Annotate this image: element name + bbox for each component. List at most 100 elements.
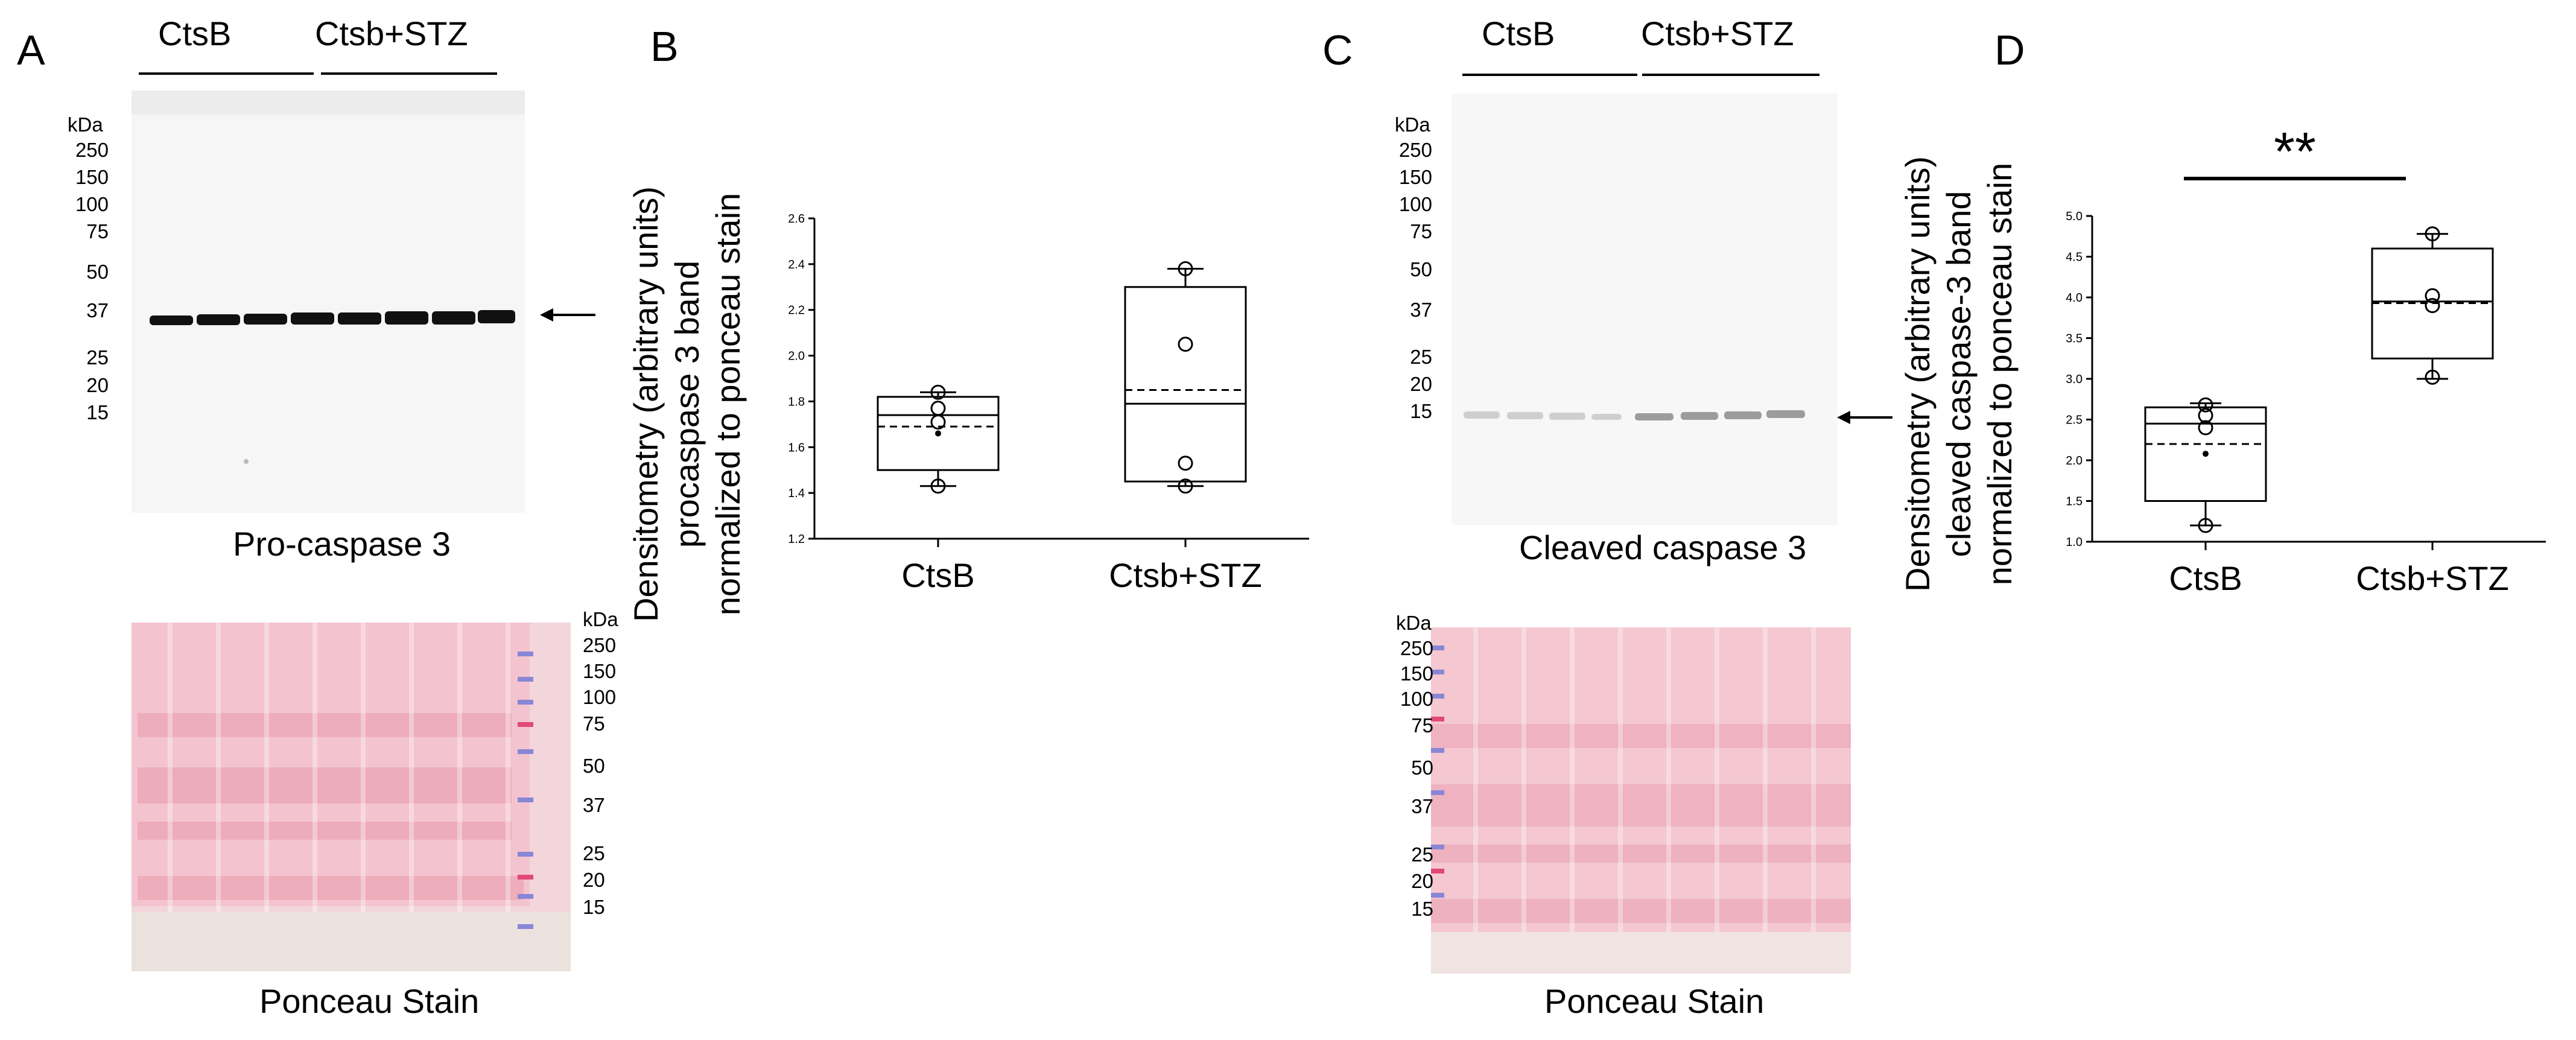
boxplot-procaspase3: Densitometry (arbitrary units) procaspas…	[627, 186, 1309, 622]
ponceau-marker-25: 25	[1411, 843, 1433, 866]
group-label-ctsb-stz: Ctsb+STZ	[315, 14, 468, 52]
data-point	[2425, 288, 2440, 303]
western-caption: Cleaved caspase 3	[1519, 528, 1807, 566]
marker-100: 100	[1398, 193, 1432, 215]
ponceau-marker-50: 50	[1411, 756, 1433, 779]
group-line-ctsb	[1462, 74, 1637, 76]
ponceau-marker-150: 150	[583, 660, 617, 682]
group-line-ctsb-stz	[1642, 74, 1819, 76]
marker-150: 150	[75, 166, 109, 188]
y-tick-label: 2.2	[788, 304, 805, 317]
x-tick-label: Ctsb+STZ	[2356, 559, 2509, 597]
marker-37: 37	[86, 299, 109, 322]
plot-area: 1.2 1.4 1.6 1.8 2.0 2.2 2.4 2.6 CtsB Ctsb+STZ	[788, 212, 1309, 594]
western-bands	[132, 90, 525, 513]
ponceau-membrane	[1431, 627, 1851, 974]
marker-75: 75	[86, 220, 109, 243]
y-tick-label: 3.5	[2066, 332, 2083, 346]
western-blot-image	[1451, 94, 1838, 525]
box-iqr	[1124, 286, 1247, 483]
ponceau-stain-image	[1431, 627, 1851, 974]
y-tick-label: 1.5	[2066, 495, 2083, 509]
panel-letter-d: D	[1994, 27, 2025, 74]
data-point	[1178, 455, 1193, 471]
y-axis-title-line-1: Densitometry (arbitrary units)	[1899, 156, 1937, 592]
y-axis-title-line-1: Densitometry (arbitrary units)	[627, 186, 665, 622]
data-point	[2198, 397, 2213, 413]
y-tick-label: 2.6	[788, 212, 805, 226]
x-tick-label: CtsB	[2169, 559, 2242, 597]
y-tick-label: 1.8	[788, 395, 805, 408]
marker-50: 50	[1410, 258, 1432, 281]
ponceau-marker-50: 50	[583, 755, 605, 777]
y-tick-label: 2.5	[2066, 414, 2083, 427]
ponceau-caption: Ponceau Stain	[1544, 982, 1765, 1020]
ponceau-marker-250: 250	[583, 634, 617, 656]
x-tick-label: Ctsb+STZ	[1109, 556, 1262, 594]
data-point	[1178, 261, 1193, 276]
y-tick-label: 2.0	[2066, 454, 2083, 468]
data-point	[1178, 478, 1193, 494]
marker-75: 75	[1410, 220, 1432, 243]
box-iqr	[2144, 406, 2267, 502]
marker-250: 250	[1398, 139, 1432, 161]
ponceau-kda-unit: kDa	[1396, 612, 1432, 634]
ponceau-marker-75: 75	[583, 712, 605, 735]
group-label-ctsb-stz: Ctsb+STZ	[1641, 14, 1794, 52]
data-point	[1178, 337, 1193, 352]
ponceau-marker-15: 15	[1411, 898, 1433, 920]
marker-15: 15	[1410, 400, 1432, 422]
ponceau-marker-15: 15	[583, 896, 605, 918]
data-point	[2198, 518, 2213, 533]
ponceau-marker-20: 20	[583, 869, 605, 891]
marker-20: 20	[1410, 373, 1432, 395]
ponceau-marker-100: 100	[583, 686, 617, 708]
marker-25: 25	[86, 346, 109, 369]
y-axis-title: Densitometry (arbitrary units) procaspas…	[627, 186, 747, 622]
marker-37: 37	[1410, 299, 1432, 321]
y-tick-label: 2.4	[788, 258, 805, 271]
y-tick-label: 4.5	[2066, 251, 2083, 264]
marker-100: 100	[75, 193, 109, 215]
western-caption: Pro-caspase 3	[233, 525, 451, 563]
western-bands	[1451, 94, 1838, 525]
ponceau-marker-75: 75	[1411, 714, 1433, 737]
marker-20: 20	[86, 374, 109, 396]
box-iqr	[877, 396, 1000, 471]
marker-250: 250	[75, 139, 109, 161]
y-tick-label: 1.0	[2066, 536, 2083, 549]
y-tick-label: 1.6	[788, 441, 805, 454]
ponceau-marker-150: 150	[1400, 662, 1433, 685]
ponceau-membrane	[132, 623, 571, 971]
mean-dot	[935, 430, 941, 437]
y-axis-title-line-3: normalized to ponceau stain	[1981, 163, 2019, 585]
marker-15: 15	[86, 401, 109, 423]
panel-letter-a: A	[17, 27, 45, 74]
y-axis-title-line-2: cleaved caspase-3 band	[1940, 191, 1978, 557]
group-line-ctsb-stz	[321, 72, 497, 75]
band-arrow-icon	[1837, 411, 1892, 424]
y-tick-label: 4.0	[2066, 291, 2083, 305]
marker-150: 150	[1398, 166, 1432, 188]
kda-unit-label: kDa	[1395, 113, 1430, 136]
y-axis-title-line-2: procaspase 3 band	[668, 261, 706, 548]
ponceau-stain-image	[132, 623, 571, 971]
group-label-ctsb: CtsB	[158, 14, 232, 52]
data-point	[2198, 408, 2213, 423]
ponceau-caption: Ponceau Stain	[259, 982, 480, 1020]
significance-label: **	[2274, 122, 2316, 182]
mean-dot	[2203, 451, 2209, 457]
data-point	[930, 384, 946, 400]
plot-area: 1.0 1.5 2.0 2.5 3.0 3.5 4.0 4.5 5.0 CtsB Ctsb+STZ	[2066, 210, 2546, 597]
y-tick-label: 2.0	[788, 350, 805, 363]
ponceau-marker-250: 250	[1400, 637, 1433, 659]
ponceau-kda-unit: kDa	[583, 608, 618, 630]
ponceau-marker-37: 37	[1411, 795, 1433, 817]
data-point	[930, 478, 946, 494]
kda-unit-label: kDa	[68, 113, 103, 136]
ponceau-marker-37: 37	[583, 794, 605, 816]
y-tick-label: 5.0	[2066, 210, 2083, 223]
band-arrow-icon	[540, 308, 595, 322]
marker-50: 50	[86, 261, 109, 283]
marker-25: 25	[1410, 346, 1432, 368]
